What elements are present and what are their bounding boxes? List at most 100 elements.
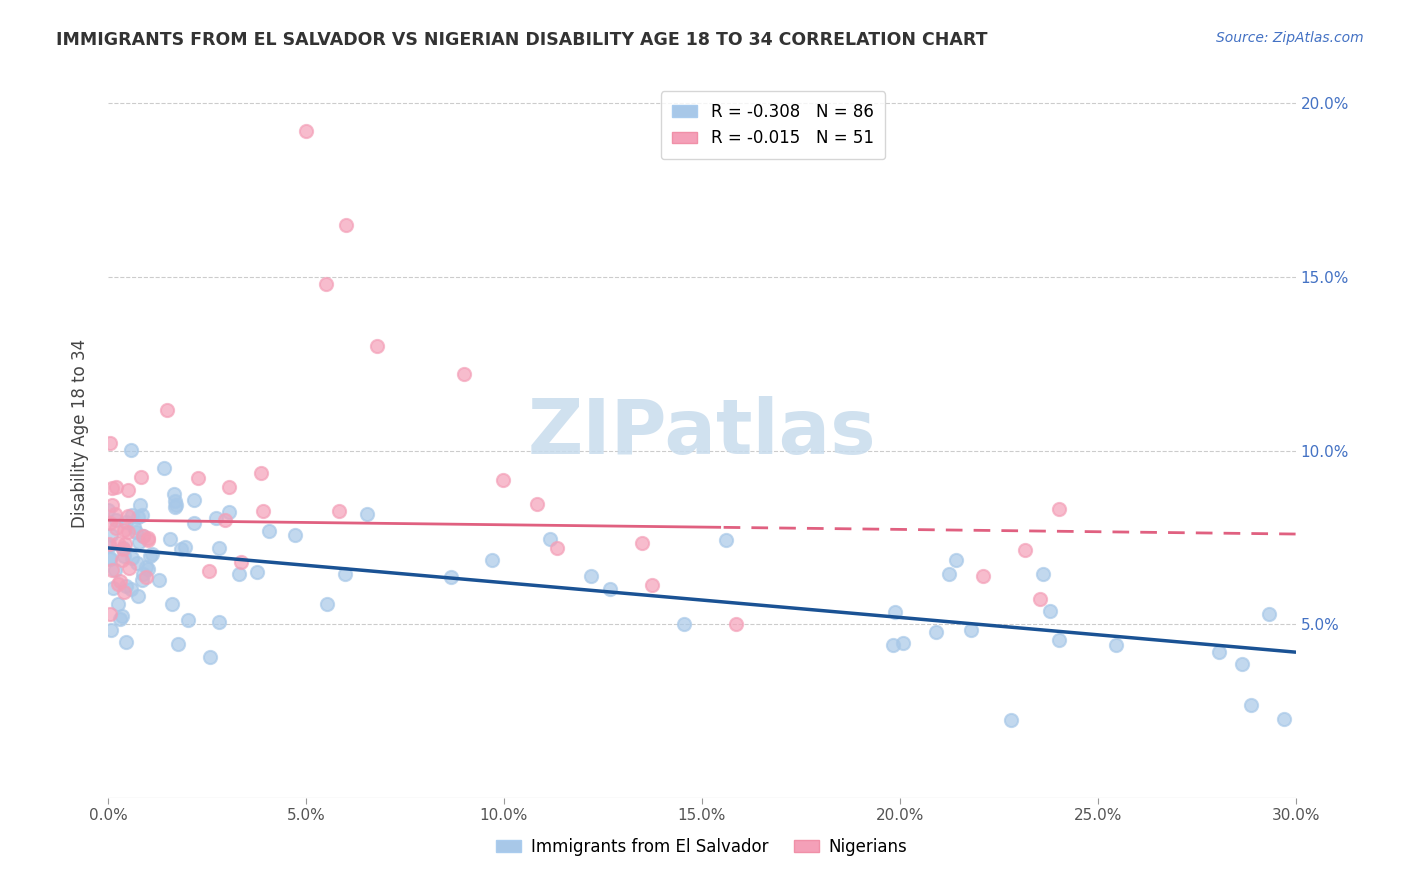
Point: [112, 541, 135, 556]
Point: [121, 508, 143, 522]
Point: [127, 589, 149, 603]
Point: [148, 574, 170, 588]
Point: [173, 541, 195, 555]
Point: [165, 498, 187, 512]
Point: [252, 504, 274, 518]
Text: Source: ZipAtlas.com: Source: ZipAtlas.com: [1216, 31, 1364, 45]
Point: [111, 608, 134, 623]
Point: [972, 569, 994, 583]
Point: [114, 537, 136, 551]
Point: [170, 541, 193, 556]
Point: [1047, 633, 1070, 648]
Point: [98, 435, 121, 450]
Point: [135, 559, 157, 574]
Point: [136, 562, 159, 576]
Point: [115, 635, 138, 649]
Point: [714, 533, 737, 547]
Point: [366, 339, 388, 353]
Point: [546, 541, 568, 556]
Point: [208, 541, 231, 556]
Point: [112, 524, 135, 538]
Point: [1000, 713, 1022, 727]
Point: [1240, 698, 1263, 713]
Point: [579, 569, 602, 583]
Point: [105, 520, 128, 534]
Point: [1032, 567, 1054, 582]
Point: [100, 563, 122, 577]
Point: [98, 607, 121, 621]
Point: [128, 535, 150, 549]
Point: [1232, 657, 1254, 672]
Point: [218, 480, 240, 494]
Point: [641, 578, 664, 592]
Point: [228, 567, 250, 582]
Point: [1258, 607, 1281, 621]
Point: [960, 623, 983, 637]
Point: [163, 494, 186, 508]
Point: [316, 597, 339, 611]
Point: [214, 513, 236, 527]
Point: [131, 508, 153, 523]
Point: [114, 578, 136, 592]
Point: [136, 531, 159, 545]
Point: [673, 616, 696, 631]
Point: [125, 556, 148, 570]
Point: [526, 497, 548, 511]
Point: [1028, 591, 1050, 606]
Point: [103, 563, 125, 577]
Point: [492, 473, 515, 487]
Point: [100, 623, 122, 637]
Point: [162, 597, 184, 611]
Point: [945, 553, 967, 567]
Point: [127, 510, 149, 524]
Point: [259, 524, 281, 538]
Point: [125, 524, 148, 539]
Point: [882, 639, 904, 653]
Point: [938, 567, 960, 582]
Point: [481, 553, 503, 567]
Point: [129, 469, 152, 483]
Point: [112, 585, 135, 599]
Point: [111, 552, 134, 566]
Point: [120, 582, 142, 597]
Point: [98, 551, 121, 566]
Y-axis label: Disability Age 18 to 34: Disability Age 18 to 34: [72, 339, 89, 528]
Point: [100, 528, 122, 542]
Point: [117, 483, 139, 498]
Point: [925, 624, 948, 639]
Point: [229, 555, 252, 569]
Point: [163, 487, 186, 501]
Point: [315, 277, 337, 291]
Point: [98, 537, 121, 551]
Point: [177, 613, 200, 627]
Point: [111, 542, 134, 557]
Legend: R = -0.308   N = 86, R = -0.015   N = 51: R = -0.308 N = 86, R = -0.015 N = 51: [661, 92, 886, 159]
Point: [538, 533, 561, 547]
Point: [108, 574, 131, 588]
Point: [135, 570, 157, 584]
Point: [128, 498, 150, 512]
Point: [153, 461, 176, 475]
Point: [599, 582, 621, 596]
Point: [284, 528, 307, 542]
Point: [121, 442, 143, 457]
Point: [1039, 604, 1062, 618]
Point: [205, 511, 228, 525]
Point: [724, 617, 747, 632]
Point: [250, 466, 273, 480]
Point: [97, 539, 120, 553]
Point: [108, 612, 131, 626]
Point: [187, 471, 209, 485]
Point: [1208, 644, 1230, 658]
Point: [107, 597, 129, 611]
Point: [105, 513, 128, 527]
Point: [101, 481, 124, 495]
Point: [98, 516, 121, 530]
Point: [630, 536, 652, 550]
Point: [118, 560, 141, 574]
Point: [132, 529, 155, 543]
Point: [141, 547, 163, 561]
Point: [103, 507, 125, 521]
Point: [98, 550, 121, 565]
Point: [117, 508, 139, 523]
